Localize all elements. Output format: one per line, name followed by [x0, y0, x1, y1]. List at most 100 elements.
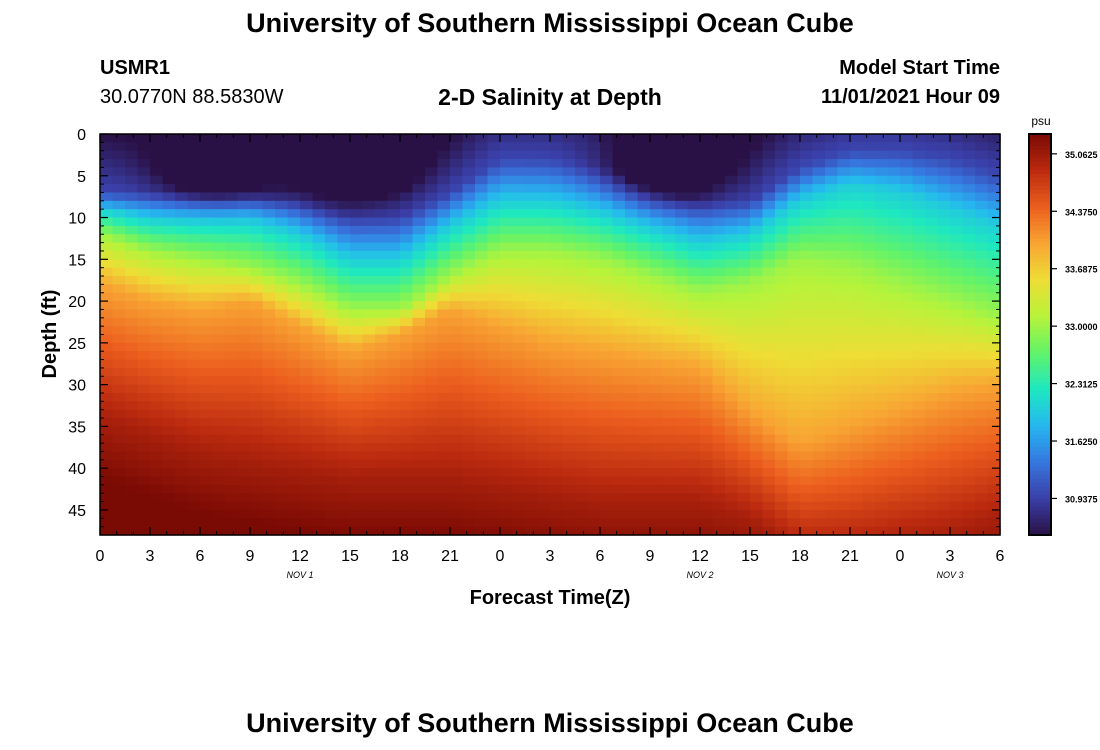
heatmap-cell: [912, 367, 926, 377]
heatmap-cell: [437, 225, 451, 235]
heatmap-cell: [662, 426, 676, 436]
heatmap-cell: [350, 484, 364, 494]
heatmap-cell: [175, 418, 189, 427]
heatmap-cell: [525, 326, 539, 336]
heatmap-cell: [650, 259, 664, 269]
heatmap-cell: [825, 476, 839, 486]
heatmap-cell: [512, 184, 526, 194]
heatmap-cell: [337, 509, 351, 519]
heatmap-cell: [375, 401, 389, 411]
heatmap-cell: [937, 217, 951, 227]
colorbar-swatch: [1029, 202, 1051, 207]
heatmap-cell: [112, 401, 126, 411]
heatmap-cell: [412, 242, 426, 252]
heatmap-cell: [100, 392, 114, 402]
heatmap-cell: [500, 459, 514, 469]
heatmap-cell: [562, 167, 576, 177]
heatmap-cell: [537, 142, 551, 152]
heatmap-cell: [737, 225, 751, 235]
heatmap-cell: [712, 484, 726, 494]
heatmap-cell: [737, 200, 751, 210]
heatmap-cell: [500, 476, 514, 486]
heatmap-cell: [587, 367, 601, 377]
heatmap-cell: [112, 342, 126, 352]
heatmap-cell: [425, 518, 439, 528]
colorbar-swatch: [1029, 414, 1051, 420]
heatmap-cell: [537, 334, 551, 344]
heatmap-cell: [625, 342, 639, 352]
heatmap-cell: [900, 459, 914, 469]
heatmap-cell: [625, 376, 639, 386]
heatmap-cell: [200, 317, 214, 327]
heatmap-cell: [762, 301, 776, 311]
heatmap-cell: [250, 334, 264, 344]
heatmap-cell: [312, 451, 326, 461]
heatmap-cell: [662, 459, 676, 469]
heatmap-cell: [787, 509, 801, 519]
heatmap-cell: [737, 309, 751, 319]
heatmap-cell: [187, 134, 201, 143]
heatmap-cell: [387, 451, 401, 461]
heatmap-cell: [475, 376, 489, 386]
heatmap-cell: [750, 334, 764, 344]
heatmap-cell: [675, 426, 689, 436]
heatmap-cell: [425, 468, 439, 478]
heatmap-cell: [900, 234, 914, 244]
heatmap-cell: [487, 192, 501, 202]
heatmap-cell: [825, 434, 839, 444]
heatmap-cell: [175, 409, 189, 419]
heatmap-cell: [525, 518, 539, 528]
heatmap-cell: [362, 317, 376, 327]
heatmap-cell: [575, 468, 589, 478]
heatmap-cell: [537, 459, 551, 469]
heatmap-cell: [425, 392, 439, 402]
heatmap-cell: [800, 276, 814, 285]
heatmap-cell: [562, 426, 576, 436]
heatmap-cell: [675, 334, 689, 344]
heatmap-cell: [837, 334, 851, 344]
heatmap-cell: [162, 509, 176, 519]
heatmap-cell: [362, 217, 376, 227]
heatmap-cell: [175, 242, 189, 252]
heatmap-cell: [675, 384, 689, 394]
heatmap-cell: [825, 326, 839, 336]
heatmap-cell: [700, 259, 714, 269]
heatmap-cell: [537, 518, 551, 528]
heatmap-cell: [575, 259, 589, 269]
heatmap-cell: [775, 276, 789, 285]
heatmap-cell: [987, 276, 1001, 285]
heatmap-cell: [337, 493, 351, 503]
heatmap-cell: [475, 217, 489, 227]
heatmap-cell: [887, 301, 901, 311]
heatmap-cell: [662, 451, 676, 461]
heatmap-cell: [250, 518, 264, 528]
heatmap-cell: [962, 242, 976, 252]
heatmap-cell: [562, 468, 576, 478]
heatmap-cell: [537, 367, 551, 377]
heatmap-cell: [175, 376, 189, 386]
heatmap-cell: [750, 392, 764, 402]
heatmap-cell: [350, 309, 364, 319]
heatmap-cell: [525, 367, 539, 377]
heatmap-cell: [725, 359, 739, 369]
heatmap-cell: [450, 209, 464, 219]
heatmap-cell: [762, 225, 776, 235]
heatmap-cell: [487, 526, 501, 536]
heatmap-cell: [575, 401, 589, 411]
heatmap-cell: [937, 259, 951, 269]
heatmap-cell: [512, 468, 526, 478]
heatmap-cell: [187, 493, 201, 503]
heatmap-cell: [850, 351, 864, 361]
heatmap-cell: [775, 443, 789, 453]
heatmap-cell: [987, 384, 1001, 394]
heatmap-cell: [112, 134, 126, 143]
heatmap-cell: [762, 267, 776, 277]
heatmap-cell: [900, 225, 914, 235]
heatmap-cell: [687, 376, 701, 386]
colorbar-swatch: [1029, 146, 1051, 151]
heatmap-cell: [100, 434, 114, 444]
heatmap-cell: [587, 242, 601, 252]
heatmap-cell: [612, 292, 626, 302]
heatmap-cell: [687, 267, 701, 277]
heatmap-cell: [587, 309, 601, 319]
